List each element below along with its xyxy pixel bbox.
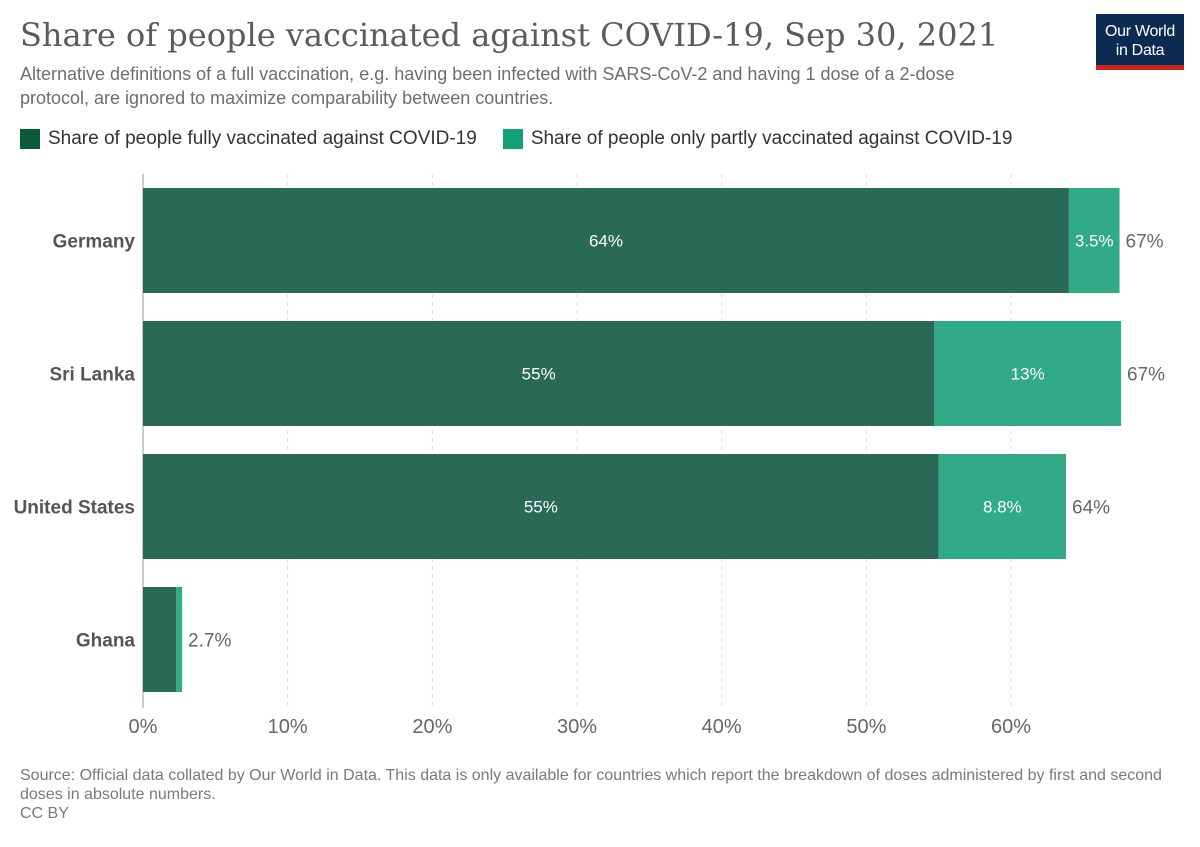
x-tick-label: 20% [412, 716, 452, 738]
bar-segment [143, 587, 177, 692]
source-note: Source: Official data collated by Our Wo… [20, 767, 1162, 803]
bar-value-label: 8.8% [983, 498, 1022, 517]
legend-swatch-fully [20, 129, 40, 149]
legend-item-partly[interactable]: Share of people only partly vaccinated a… [502, 128, 1013, 150]
bar-segment [938, 454, 1067, 559]
bar-segment [143, 188, 1069, 293]
bar-value-label: 13% [1011, 365, 1045, 384]
category-label: Sri Lanka [49, 365, 135, 386]
x-tick-label: 0% [129, 716, 158, 738]
bar-segment [934, 321, 1121, 426]
license-note: CC BY [20, 805, 69, 822]
bar-segment [1068, 188, 1120, 293]
bar-total-label: 64% [1072, 498, 1110, 519]
chart-subtitle: Alternative definitions of a full vaccin… [20, 64, 955, 108]
x-tick-label: 10% [268, 716, 308, 738]
bar-value-label: 64% [589, 232, 623, 251]
legend-swatch-partly [502, 129, 523, 149]
category-label: Ghana [76, 631, 136, 652]
bar-value-label: 3.5% [1075, 232, 1114, 251]
owid-logo[interactable]: Our World in Data [1096, 14, 1184, 70]
logo-accent-bar [1096, 65, 1184, 70]
logo-line-1: Our World [1105, 23, 1175, 40]
legend-item-fully[interactable]: Share of people fully vaccinated against… [20, 128, 477, 150]
bar-segment [143, 321, 935, 426]
bar-value-label: 55% [522, 365, 556, 384]
bar-value-label: 55% [524, 498, 558, 517]
x-tick-label: 50% [846, 716, 886, 738]
legend-label-fully: Share of people fully vaccinated against… [48, 128, 477, 149]
x-tick-label: 60% [991, 716, 1031, 738]
x-tick-label: 40% [702, 716, 742, 738]
chart-legend: Share of people fully vaccinated against… [20, 128, 1012, 150]
bar-segment [143, 454, 939, 559]
x-tick-label: 30% [557, 716, 597, 738]
chart-title: Share of people vaccinated against COVID… [20, 16, 999, 54]
category-label: Germany [53, 232, 136, 253]
chart-footer: Source: Official data collated by Our Wo… [20, 766, 1190, 823]
bar-segment [176, 587, 183, 692]
bar-total-label: 67% [1127, 365, 1165, 386]
category-label: United States [14, 498, 135, 519]
bar-total-label: 67% [1126, 232, 1164, 253]
logo-line-2: in Data [1115, 42, 1165, 59]
legend-label-partly: Share of people only partly vaccinated a… [530, 128, 1013, 149]
bar-total-label: 2.7% [188, 631, 231, 652]
